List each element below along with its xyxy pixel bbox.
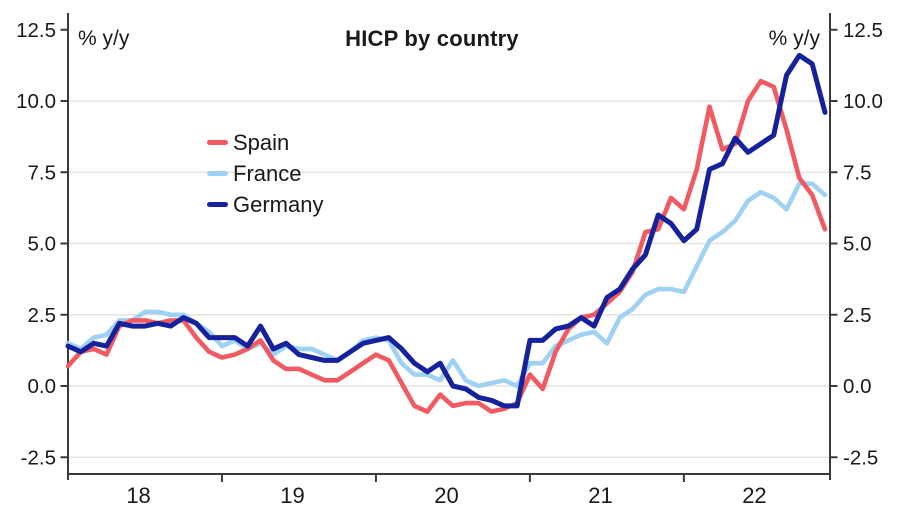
y-tick-label-right: 2.5: [843, 304, 872, 327]
y-tick-label-left: 10.0: [16, 90, 56, 113]
y-tick-label-right: 12.5: [843, 19, 883, 42]
spain-line-swatch: [207, 140, 228, 145]
y-tick-label-left: 0.0: [28, 375, 57, 398]
y-tick-label-right: -2.5: [843, 446, 878, 469]
legend-label-france: France: [233, 160, 302, 186]
y-axis-unit-label-left: % y/y: [78, 27, 130, 50]
axes: [67, 13, 831, 480]
y-axis-unit-label-right: % y/y: [768, 27, 820, 50]
y-tick-label-right: 7.5: [843, 161, 872, 184]
y-tick-label-right: 5.0: [843, 233, 872, 256]
legend-label-germany: Germany: [233, 191, 324, 217]
x-tick-label: 18: [126, 483, 150, 508]
legend: Spain France Germany: [207, 127, 323, 220]
x-tick-label: 21: [588, 483, 612, 508]
legend-label-spain: Spain: [233, 129, 290, 155]
legend-item-spain: Spain: [207, 127, 323, 158]
series-line-spain: [65, 78, 828, 414]
x-tick-label: 19: [280, 483, 304, 508]
gridlines: [68, 100, 830, 458]
legend-item-france: France: [207, 158, 323, 189]
x-tick-label: 20: [434, 483, 458, 508]
y-tick-label-left: 7.5: [28, 161, 57, 184]
tick-labels: -2.5 -2.5 0.0 0.0 2.5 2.5 5.0 5.0 7.5 7.5 10.0 10.0…: [16, 19, 883, 508]
tick-marks: [60, 28, 838, 482]
france-line-swatch: [207, 171, 228, 176]
series-line-france: [65, 181, 828, 389]
x-tick-label: 22: [742, 483, 766, 508]
y-tick-label-right: 10.0: [843, 90, 883, 113]
y-tick-label-left: -2.5: [21, 446, 56, 469]
series-lines: [65, 52, 828, 414]
germany-line-swatch: [207, 202, 228, 207]
y-tick-label-right: 0.0: [843, 375, 872, 398]
y-tick-label-left: 2.5: [28, 304, 57, 327]
chart-title: HICP by country: [345, 26, 519, 51]
y-tick-label-left: 5.0: [28, 233, 57, 256]
y-tick-label-left: 12.5: [16, 19, 56, 42]
series-line-germany: [65, 52, 828, 409]
legend-item-germany: Germany: [207, 189, 323, 220]
